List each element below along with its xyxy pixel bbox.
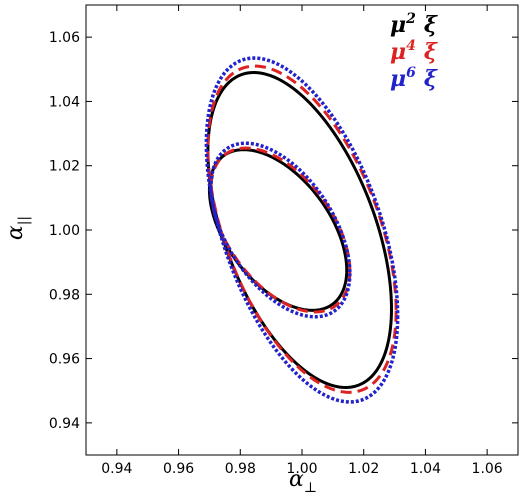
x-tick-label: 0.98 — [225, 461, 256, 477]
y-axis-label-base: α — [3, 225, 28, 240]
y-tick-label: 1.02 — [49, 159, 80, 175]
legend-symbol: ξ — [424, 66, 438, 92]
x-axis-label-base: α — [289, 467, 304, 492]
y-axis-label-sub: || — [16, 216, 32, 225]
series-4 — [206, 64, 398, 394]
y-tick-label: 1.04 — [49, 94, 80, 110]
y-tick-label: 0.94 — [49, 416, 80, 432]
x-axis-ticks: 0.94 0.96 0.98 1.00 1.02 1.04 1.06 — [101, 5, 503, 477]
series-2 — [206, 70, 393, 390]
legend-symbol: ξ — [424, 12, 438, 38]
y-tick-label: 0.96 — [49, 352, 80, 368]
x-axis-label: α⊥ — [289, 467, 317, 494]
y-tick-label: 1.06 — [49, 30, 80, 46]
contour-inner-mu4 — [209, 146, 352, 314]
x-tick-label: 1.00 — [286, 461, 317, 477]
contour-outer-mu2 — [206, 70, 393, 390]
legend-base: μ — [390, 66, 406, 92]
contour-outer-mu6 — [204, 56, 400, 404]
legend-entry-2: μ2 ξ — [390, 11, 438, 38]
x-axis-label-sub: ⊥ — [304, 480, 317, 494]
plot-area — [204, 56, 400, 404]
x-tick-label: 0.94 — [101, 461, 132, 477]
y-axis-label: α|| — [3, 216, 32, 240]
contour-inner-mu2 — [207, 148, 349, 312]
legend: μ2 ξμ4 ξμ6 ξ — [390, 11, 438, 92]
legend-power: 4 — [406, 38, 416, 54]
legend-power: 6 — [406, 65, 416, 81]
x-tick-label: 0.96 — [163, 461, 194, 477]
legend-entry-6: μ6 ξ — [390, 65, 438, 92]
plot-frame — [85, 4, 519, 456]
x-tick-label: 1.02 — [348, 461, 379, 477]
legend-base: μ — [390, 39, 406, 65]
x-tick-label: 1.04 — [410, 461, 441, 477]
legend-symbol: ξ — [424, 39, 438, 65]
contour-outer-mu4 — [206, 64, 398, 394]
legend-power: 2 — [405, 11, 416, 27]
series-6 — [204, 56, 400, 404]
y-tick-label: 1.00 — [49, 223, 80, 239]
y-tick-label: 0.98 — [49, 287, 80, 303]
y-axis-ticks: 0.94 0.96 0.98 1.00 1.02 1.04 1.06 — [49, 30, 518, 432]
legend-entry-4: μ4 ξ — [390, 38, 438, 65]
x-tick-label: 1.06 — [472, 461, 503, 477]
legend-base: μ — [390, 12, 406, 38]
contour-inner-mu6 — [209, 141, 352, 319]
